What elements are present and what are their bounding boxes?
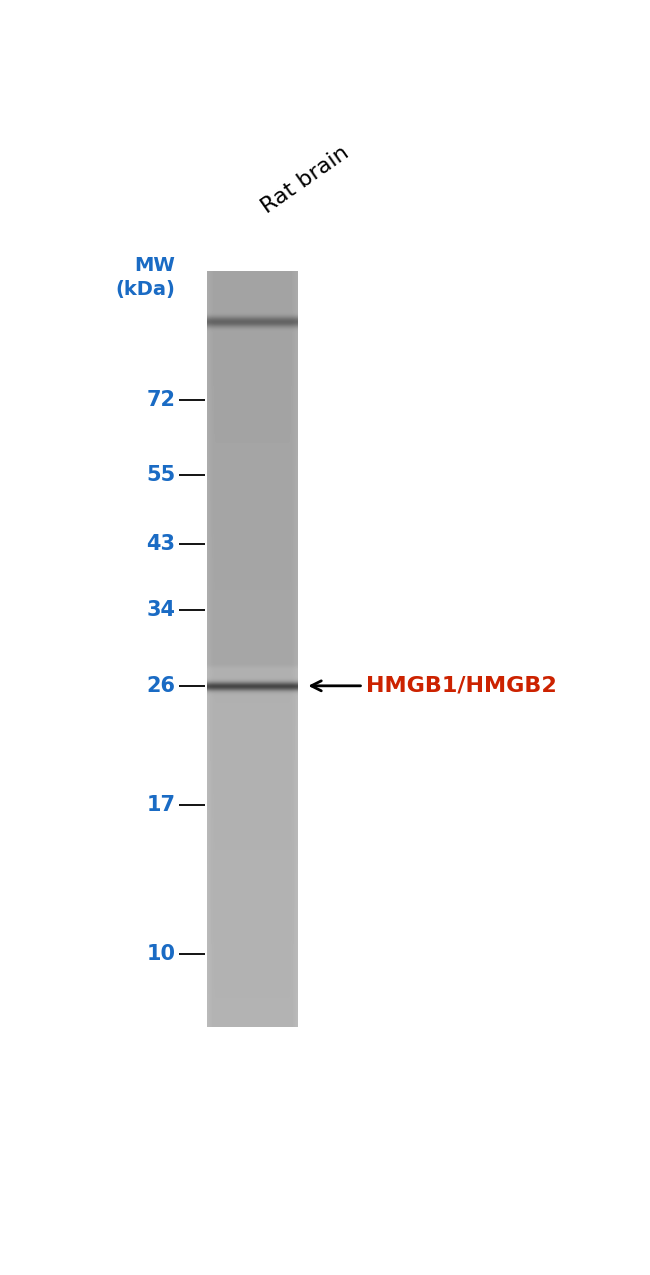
Text: 10: 10: [146, 945, 176, 964]
Text: MW
(kDa): MW (kDa): [116, 256, 176, 298]
Text: 72: 72: [146, 390, 176, 409]
Text: HMGB1/HMGB2: HMGB1/HMGB2: [366, 676, 556, 696]
Text: 34: 34: [146, 601, 176, 621]
Text: 55: 55: [146, 465, 176, 486]
Text: 43: 43: [146, 534, 176, 555]
Text: Rat brain: Rat brain: [257, 142, 352, 217]
Text: 26: 26: [146, 676, 176, 696]
Text: 17: 17: [146, 796, 176, 815]
